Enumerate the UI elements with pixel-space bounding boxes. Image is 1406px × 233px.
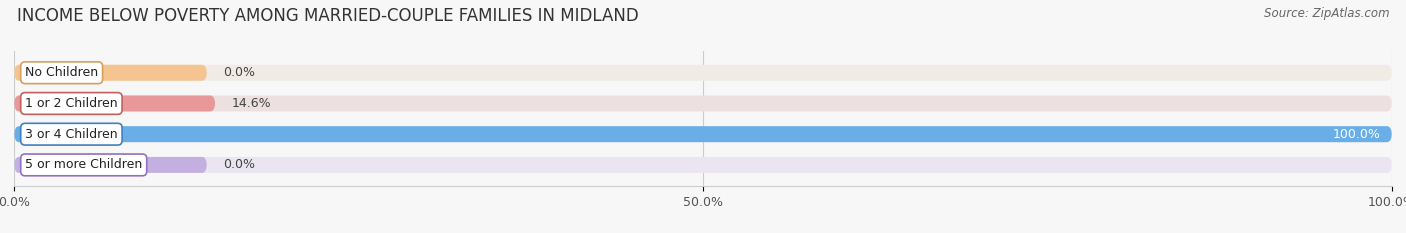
Text: 100.0%: 100.0%: [1333, 128, 1381, 141]
FancyBboxPatch shape: [14, 65, 207, 81]
FancyBboxPatch shape: [14, 126, 1392, 142]
Text: 0.0%: 0.0%: [224, 66, 256, 79]
Text: 14.6%: 14.6%: [232, 97, 271, 110]
Text: INCOME BELOW POVERTY AMONG MARRIED-COUPLE FAMILIES IN MIDLAND: INCOME BELOW POVERTY AMONG MARRIED-COUPL…: [17, 7, 638, 25]
Text: 1 or 2 Children: 1 or 2 Children: [25, 97, 118, 110]
Text: 0.0%: 0.0%: [224, 158, 256, 171]
FancyBboxPatch shape: [14, 65, 1392, 81]
Text: No Children: No Children: [25, 66, 98, 79]
Text: Source: ZipAtlas.com: Source: ZipAtlas.com: [1264, 7, 1389, 20]
Text: 5 or more Children: 5 or more Children: [25, 158, 142, 171]
FancyBboxPatch shape: [14, 96, 215, 111]
FancyBboxPatch shape: [14, 157, 1392, 173]
Text: 3 or 4 Children: 3 or 4 Children: [25, 128, 118, 141]
FancyBboxPatch shape: [14, 157, 207, 173]
FancyBboxPatch shape: [14, 96, 1392, 111]
FancyBboxPatch shape: [14, 126, 1392, 142]
